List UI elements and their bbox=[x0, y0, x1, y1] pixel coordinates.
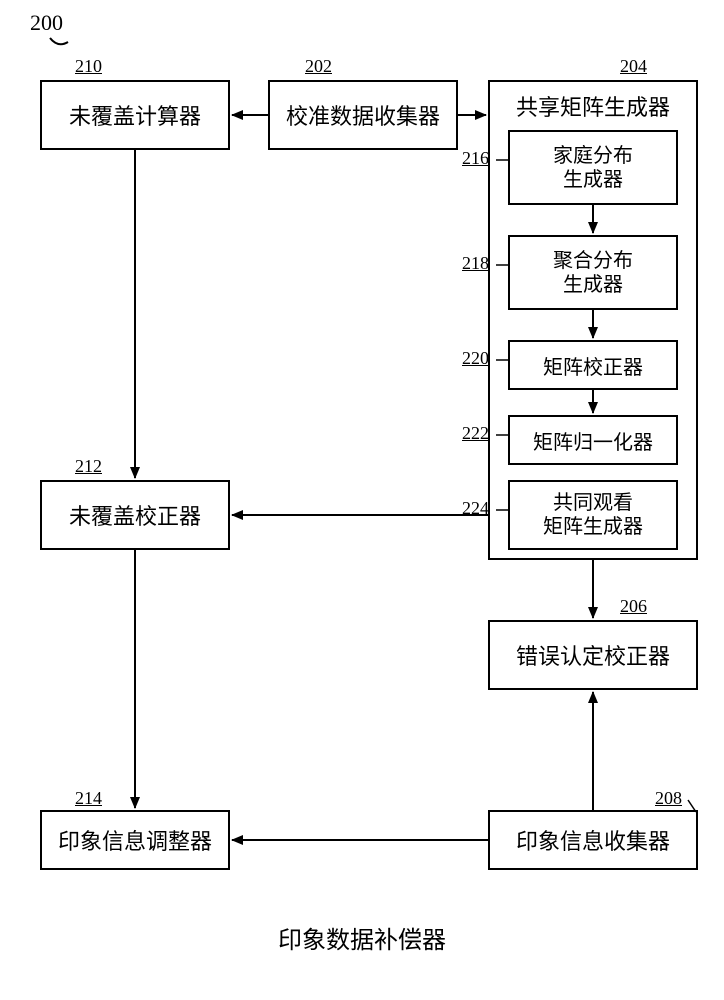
box-label: 聚合分布 生成器 bbox=[553, 249, 633, 297]
ref-224: 224 bbox=[462, 498, 489, 519]
box-label: 矩阵校正器 bbox=[543, 351, 643, 380]
box-calibration-data-collector: 校准数据收集器 bbox=[268, 80, 458, 150]
box-matrix-corrector: 矩阵校正器 bbox=[508, 340, 678, 390]
box-uncovered-calculator: 未覆盖计算器 bbox=[40, 80, 230, 150]
box-misattribution-corrector: 错误认定校正器 bbox=[488, 620, 698, 690]
diagram-title: 印象数据补偿器 bbox=[0, 920, 724, 955]
box-label: 矩阵归一化器 bbox=[533, 426, 653, 455]
ref-220: 220 bbox=[462, 348, 489, 369]
box-aggregate-dist-generator: 聚合分布 生成器 bbox=[508, 235, 678, 310]
ref-222: 222 bbox=[462, 423, 489, 444]
ref-216: 216 bbox=[462, 148, 489, 169]
box-label: 共同观看 矩阵生成器 bbox=[543, 491, 643, 539]
box-label: 校准数据收集器 bbox=[286, 99, 440, 131]
diagram-canvas: 200 未覆盖计算器 校准数据收集器 共享矩阵生成器 家庭分布 生成器 聚合分布… bbox=[0, 0, 724, 1000]
box-label: 未覆盖校正器 bbox=[69, 499, 201, 531]
box-uncovered-corrector: 未覆盖校正器 bbox=[40, 480, 230, 550]
ref-214: 214 bbox=[75, 788, 102, 809]
box-coview-matrix-generator: 共同观看 矩阵生成器 bbox=[508, 480, 678, 550]
box-label: 印象信息调整器 bbox=[58, 824, 212, 856]
ref-212: 212 bbox=[75, 456, 102, 477]
box-label: 共享矩阵生成器 bbox=[516, 90, 670, 122]
ref-202: 202 bbox=[305, 56, 332, 77]
box-household-dist-generator: 家庭分布 生成器 bbox=[508, 130, 678, 205]
ref-204: 204 bbox=[620, 56, 647, 77]
box-label: 印象信息收集器 bbox=[516, 824, 670, 856]
ref-218: 218 bbox=[462, 253, 489, 274]
box-label: 家庭分布 生成器 bbox=[553, 144, 633, 192]
box-label: 错误认定校正器 bbox=[516, 639, 670, 671]
ref-210: 210 bbox=[75, 56, 102, 77]
box-label: 未覆盖计算器 bbox=[69, 99, 201, 131]
box-impression-info-collector: 印象信息收集器 bbox=[488, 810, 698, 870]
ref-208: 208 bbox=[655, 788, 682, 809]
figure-ref-200: 200 bbox=[30, 10, 63, 36]
box-matrix-normalizer: 矩阵归一化器 bbox=[508, 415, 678, 465]
figure-ref-text: 200 bbox=[30, 10, 63, 35]
ref-206: 206 bbox=[620, 596, 647, 617]
box-impression-info-adjuster: 印象信息调整器 bbox=[40, 810, 230, 870]
